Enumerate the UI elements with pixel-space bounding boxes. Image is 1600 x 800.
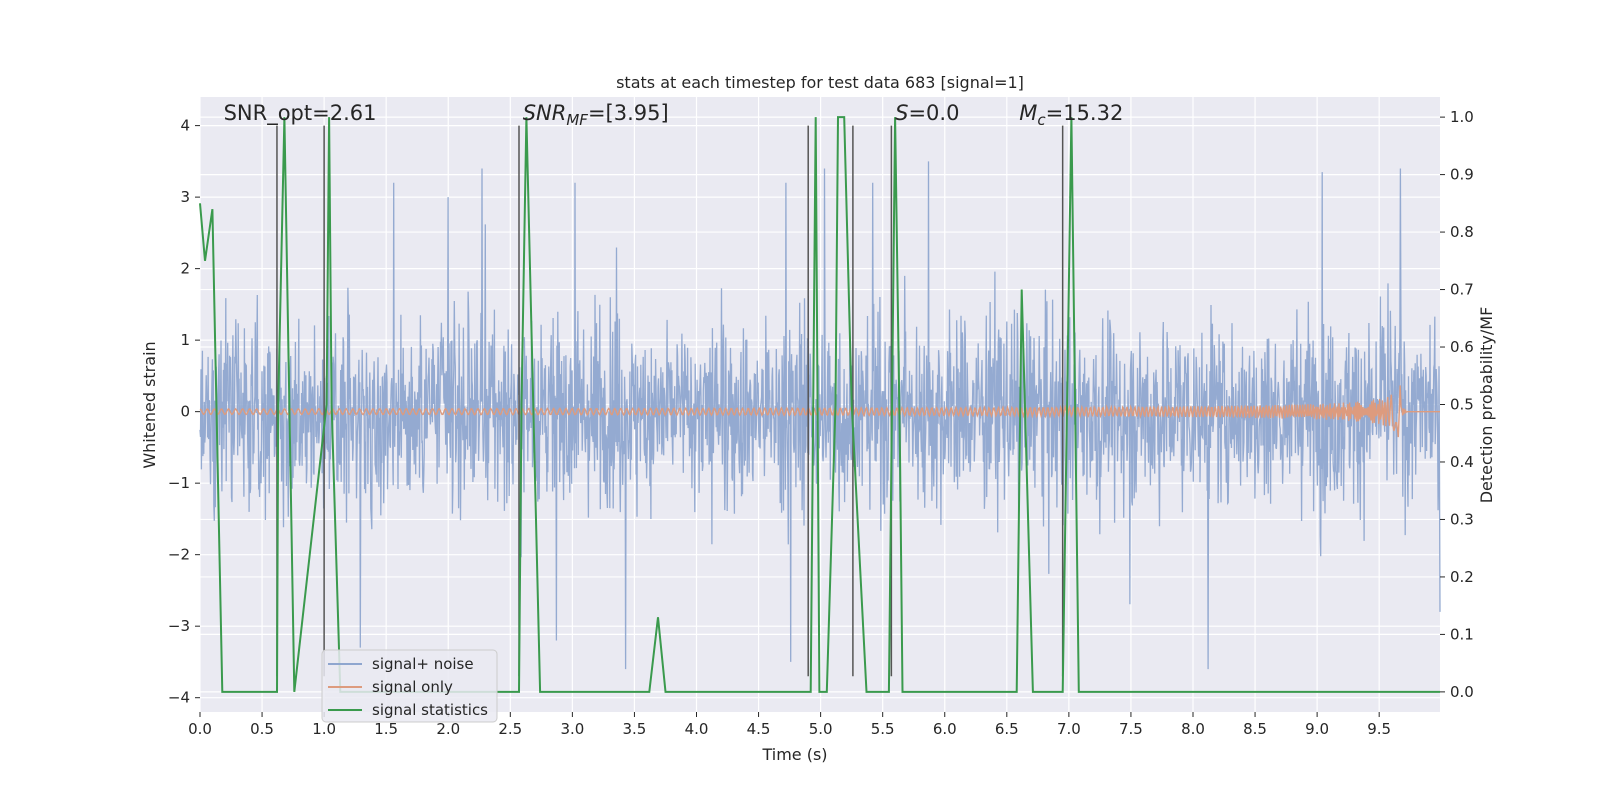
x-tick-label: 1.5 bbox=[374, 720, 398, 738]
annotations: SNR_opt=2.61 SNRMF=[3.95] S=0.0 Mc=15.32 bbox=[224, 101, 1124, 129]
right-axis-label: Detection probability/MF bbox=[1477, 307, 1496, 504]
x-tick-label: 1.0 bbox=[312, 720, 336, 738]
right-tick-label: 0.3 bbox=[1450, 510, 1474, 528]
right-axis-ticks: 0.0 0.1 0.2 0.3 0.4 0.5 0.6 0.7 0.8 0.9 1.0 bbox=[1440, 108, 1474, 701]
x-tick-label: 2.0 bbox=[436, 720, 460, 738]
x-tick-label: 2.5 bbox=[498, 720, 522, 738]
left-tick-label: −2 bbox=[168, 546, 190, 564]
x-tick-label: 3.5 bbox=[623, 720, 647, 738]
left-tick-label: −3 bbox=[168, 617, 190, 635]
right-tick-label: 0.6 bbox=[1450, 338, 1474, 356]
noise-line bbox=[199, 161, 1441, 670]
chirp-series bbox=[199, 385, 1440, 438]
annotation: S=0.0 bbox=[895, 101, 959, 125]
legend-box bbox=[321, 649, 498, 723]
left-tick-label: 4 bbox=[180, 117, 190, 135]
legend-label: signal statistics bbox=[372, 701, 488, 719]
left-tick-label: 0 bbox=[180, 403, 190, 421]
right-tick-label: 0.2 bbox=[1450, 568, 1474, 586]
chart-title: stats at each timestep for test data 683… bbox=[616, 73, 1024, 92]
x-tick-label: 7.0 bbox=[1057, 720, 1081, 738]
x-tick-label: 9.0 bbox=[1305, 720, 1329, 738]
x-tick-label: 4.5 bbox=[747, 720, 771, 738]
statistics-series bbox=[199, 116, 1440, 693]
x-tick-label: 0.5 bbox=[250, 720, 274, 738]
x-tick-label: 9.5 bbox=[1367, 720, 1391, 738]
signal-statistics-line bbox=[199, 116, 1440, 693]
x-tick-label: 3.0 bbox=[560, 720, 584, 738]
noise-series bbox=[199, 161, 1441, 670]
x-tick-label: 7.5 bbox=[1119, 720, 1143, 738]
left-axis-label: Whitened strain bbox=[140, 341, 159, 468]
left-axis-ticks: −4 −3 −2 −1 0 1 2 3 4 bbox=[168, 117, 200, 707]
left-tick-label: 3 bbox=[180, 188, 190, 206]
right-tick-label: 0.9 bbox=[1450, 166, 1474, 184]
left-tick-label: −4 bbox=[168, 689, 190, 707]
right-tick-label: 0.4 bbox=[1450, 453, 1474, 471]
right-tick-label: 0.5 bbox=[1450, 396, 1474, 414]
right-tick-label: 1.0 bbox=[1450, 108, 1474, 126]
legend: signal+ noise signal only signal statistic… bbox=[321, 649, 498, 723]
x-tick-label: 8.5 bbox=[1243, 720, 1267, 738]
x-tick-label: 6.0 bbox=[933, 720, 957, 738]
x-axis-ticks: 0.0 0.5 1.0 1.5 2.0 2.5 3.0 3.5 4.0 4.5 5.0 5.5 6.0 6… bbox=[188, 712, 1391, 738]
right-tick-label: 0.8 bbox=[1450, 223, 1474, 241]
x-tick-label: 5.5 bbox=[871, 720, 895, 738]
right-tick-label: 0.0 bbox=[1450, 683, 1474, 701]
x-tick-label: 5.0 bbox=[809, 720, 833, 738]
annotation: SNRMF=[3.95] bbox=[523, 101, 669, 129]
right-tick-label: 0.7 bbox=[1450, 281, 1474, 299]
right-tick-label: 0.1 bbox=[1450, 625, 1474, 643]
x-tick-label: 4.0 bbox=[685, 720, 709, 738]
legend-label: signal+ noise bbox=[372, 655, 474, 673]
annotation: Mc=15.32 bbox=[1019, 101, 1123, 129]
left-tick-label: −1 bbox=[168, 474, 190, 492]
signal-only-line bbox=[199, 385, 1440, 438]
left-tick-label: 1 bbox=[180, 331, 190, 349]
x-tick-label: 6.5 bbox=[995, 720, 1019, 738]
annotation: SNR_opt=2.61 bbox=[224, 101, 377, 126]
legend-label: signal only bbox=[372, 678, 453, 696]
left-tick-label: 2 bbox=[180, 260, 190, 278]
x-tick-label: 8.0 bbox=[1181, 720, 1205, 738]
x-tick-label: 0.0 bbox=[188, 720, 212, 738]
x-axis-label: Time (s) bbox=[761, 745, 827, 764]
